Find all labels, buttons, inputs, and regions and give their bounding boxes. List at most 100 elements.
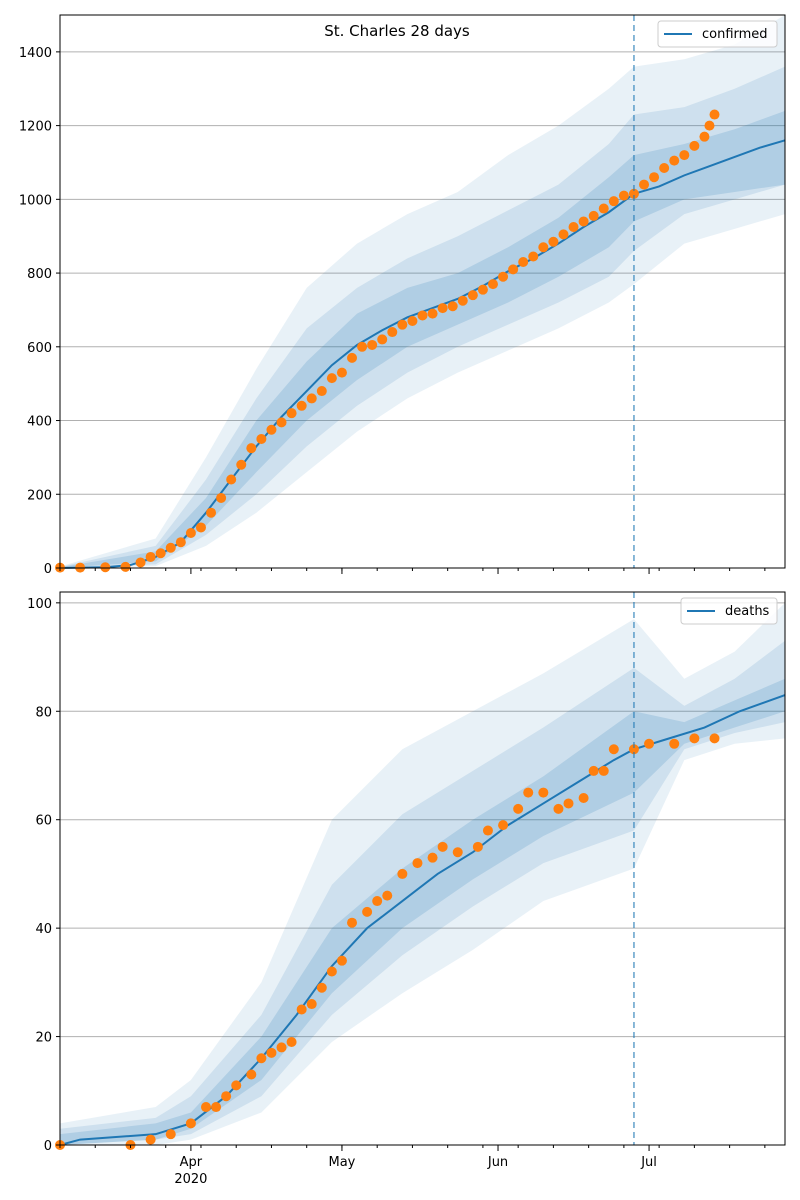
- observed-point: [276, 417, 287, 428]
- observed-point: [689, 733, 700, 744]
- y-tick-label: 0: [44, 562, 52, 577]
- observed-point: [644, 738, 655, 749]
- observed-point: [679, 150, 690, 161]
- observed-point: [523, 787, 534, 798]
- y-tick-label: 100: [27, 597, 52, 612]
- observed-point: [578, 216, 589, 227]
- confirmed-model-line: [59, 139, 786, 569]
- x-tick-label: May: [328, 1155, 355, 1170]
- confirmed-y-ticks: 0 200 400 600 800 1000 1200 1400: [19, 46, 60, 577]
- observed-point: [306, 999, 317, 1010]
- observed-point: [639, 179, 650, 190]
- y-tick-label: 1200: [19, 120, 52, 135]
- observed-point: [397, 319, 408, 330]
- observed-point: [155, 548, 166, 559]
- deaths-legend: deaths: [680, 597, 778, 625]
- observed-point: [649, 172, 660, 183]
- observed-point: [553, 803, 564, 814]
- y-tick-label: 20: [35, 1031, 52, 1046]
- observed-point: [548, 236, 559, 247]
- observed-point: [175, 537, 186, 548]
- y-tick-label: 60: [35, 814, 52, 829]
- deaths-grid: [60, 602, 785, 1038]
- observed-point: [709, 109, 720, 120]
- observed-point: [357, 341, 368, 352]
- deaths-axes-frame: [59, 591, 786, 1146]
- confirmed-legend: confirmed: [657, 20, 778, 48]
- observed-point: [518, 257, 529, 268]
- observed-point: [528, 251, 539, 262]
- axes-frame: [59, 14, 786, 569]
- observed-point: [296, 400, 307, 411]
- x-tick-sublabel: 2020: [174, 1172, 207, 1187]
- observed-point: [296, 1004, 307, 1015]
- observed-point: [316, 386, 327, 397]
- observed-point: [558, 229, 569, 240]
- observed-point: [347, 917, 358, 928]
- observed-point: [216, 492, 227, 503]
- observed-point: [618, 190, 629, 201]
- confirmed-axes-frame: [59, 14, 786, 569]
- deaths-panel: 0 20 40 60 80 100 Apr 2020 May Jun Jul deaths: [27, 591, 786, 1187]
- observed-point: [306, 393, 317, 404]
- observed-point: [709, 733, 720, 744]
- observed-point: [276, 1042, 287, 1053]
- deaths-observed-points: [55, 733, 720, 1150]
- observed-point: [266, 424, 277, 435]
- observed-point: [588, 210, 599, 221]
- observed-point: [447, 301, 458, 312]
- observed-point: [362, 906, 373, 917]
- y-tick-label: 600: [27, 341, 52, 356]
- observed-point: [206, 507, 217, 518]
- observed-point: [185, 1118, 196, 1129]
- observed-point: [563, 798, 574, 809]
- observed-point: [538, 787, 549, 798]
- observed-point: [256, 433, 267, 444]
- observed-point: [437, 841, 448, 852]
- observed-point: [145, 551, 156, 562]
- observed-point: [236, 459, 247, 470]
- observed-point: [326, 373, 337, 384]
- uncertainty-band-3: [60, 678, 785, 1145]
- observed-point: [382, 890, 393, 901]
- observed-point: [487, 279, 498, 290]
- legend-box: [657, 20, 778, 48]
- observed-point: [165, 1129, 176, 1140]
- observed-point: [427, 308, 438, 319]
- y-tick-label: 1000: [19, 193, 52, 208]
- observed-point: [578, 793, 589, 804]
- confirmed-panel: 0 200 400 600 800 1000 1200 1400 St. Charles 28…: [19, 14, 786, 577]
- observed-point: [477, 284, 488, 295]
- observed-point: [326, 966, 337, 977]
- observed-point: [659, 162, 670, 173]
- confirmed-x-ticks: [59, 568, 766, 574]
- observed-point: [336, 367, 347, 378]
- observed-point: [427, 852, 438, 863]
- x-tick-label: Jul: [640, 1155, 657, 1170]
- legend-box: [680, 597, 778, 625]
- observed-point: [669, 155, 680, 166]
- observed-point: [286, 1036, 297, 1047]
- observed-point: [498, 271, 509, 282]
- observed-point: [498, 820, 509, 831]
- observed-point: [135, 557, 146, 568]
- observed-point: [201, 1102, 212, 1113]
- observed-point: [347, 352, 358, 363]
- observed-point: [508, 264, 519, 275]
- axes-frame: [59, 591, 786, 1146]
- y-tick-label: 80: [35, 705, 52, 720]
- observed-point: [482, 825, 493, 836]
- legend-label-confirmed: confirmed: [702, 27, 768, 42]
- observed-point: [221, 1091, 232, 1102]
- uncertainty-band-1: [60, 15, 785, 568]
- y-tick-label: 40: [35, 922, 52, 937]
- observed-point: [598, 765, 609, 776]
- observed-point: [513, 803, 524, 814]
- observed-point: [608, 744, 619, 755]
- observed-point: [377, 334, 388, 345]
- observed-point: [165, 542, 176, 553]
- observed-point: [397, 868, 408, 879]
- observed-point: [336, 955, 347, 966]
- observed-point: [286, 408, 297, 419]
